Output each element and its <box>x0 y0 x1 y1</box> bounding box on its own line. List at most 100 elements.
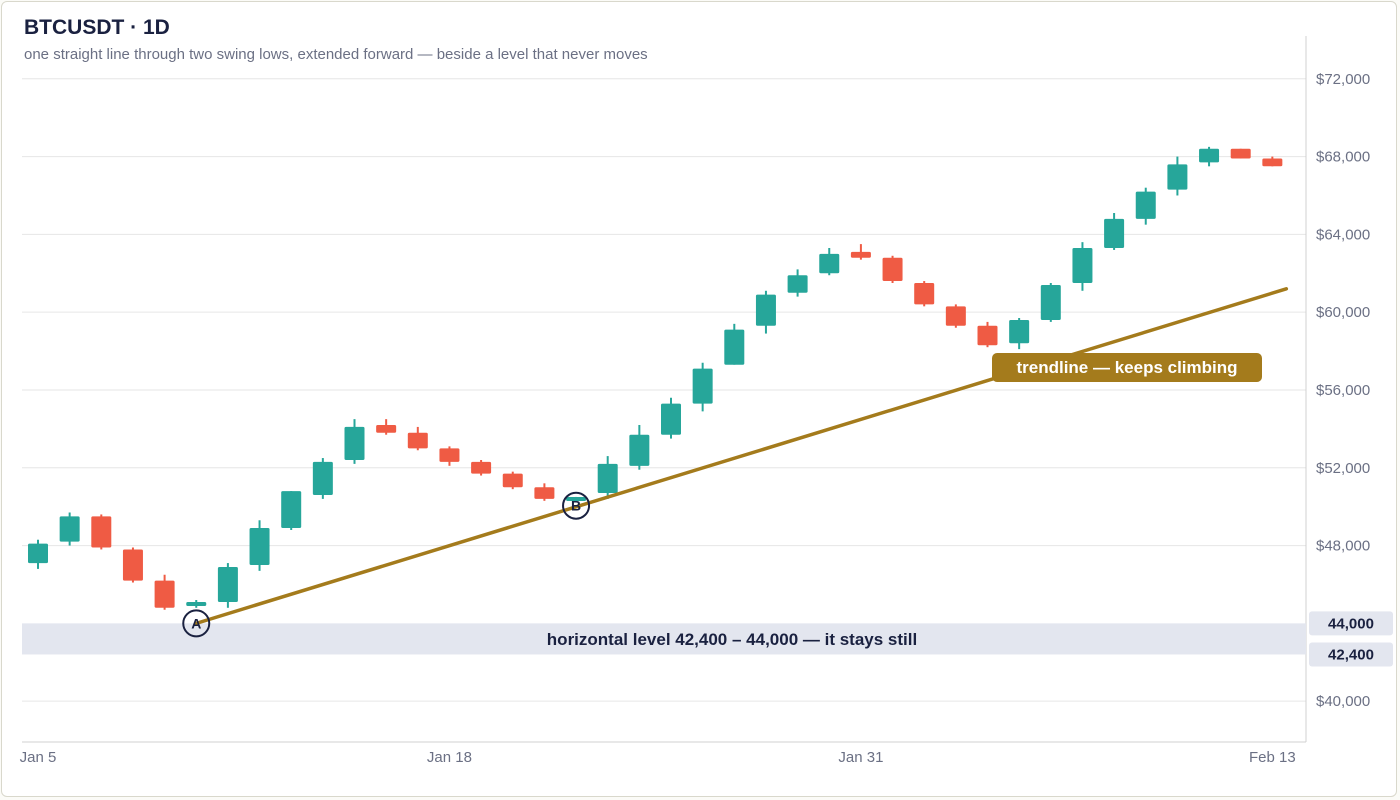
candle-body <box>249 528 270 566</box>
candle-body <box>59 516 80 542</box>
y-tick-label: $48,000 <box>1316 538 1370 555</box>
candle <box>312 458 333 499</box>
x-tick-label: Jan 18 <box>427 749 472 766</box>
y-tick-label: $52,000 <box>1316 460 1370 477</box>
swing-low-marker[interactable] <box>182 609 211 638</box>
candle-body <box>186 601 207 606</box>
candle-body <box>1040 284 1061 320</box>
candle <box>1009 318 1030 350</box>
candle-body <box>471 461 492 474</box>
candle-body <box>882 257 903 282</box>
price-pin <box>1309 642 1393 667</box>
candle <box>28 539 48 569</box>
chart-subtitle: one straight line through two swing lows… <box>24 46 648 63</box>
candle <box>1262 156 1283 167</box>
candle <box>882 255 903 284</box>
candle-body <box>597 463 618 494</box>
candle-body <box>850 251 871 258</box>
candle <box>1072 242 1093 291</box>
y-tick-label: $64,000 <box>1316 226 1370 243</box>
candle <box>471 459 492 476</box>
trendline[interactable] <box>194 287 1289 626</box>
candle <box>186 600 207 608</box>
candle-body <box>376 424 397 433</box>
x-tick-label: Jan 5 <box>20 749 57 766</box>
candle-body <box>312 461 333 495</box>
candle-body <box>217 566 238 602</box>
chart-title: BTCUSDT · 1D <box>24 16 170 39</box>
candle <box>755 290 776 334</box>
candle-body <box>629 434 650 466</box>
horizontal-level-label: horizontal level 42,400 – 44,000 — it st… <box>547 630 917 649</box>
candle-body <box>439 448 460 462</box>
candle-body <box>91 516 112 548</box>
candle-body <box>1104 218 1125 248</box>
candle-body <box>914 283 935 305</box>
candle <box>1040 283 1061 322</box>
candle-body <box>154 580 175 608</box>
price-pin <box>1309 611 1393 636</box>
candle <box>692 362 713 412</box>
trendline-label: trendline — keeps climbing <box>1016 358 1237 377</box>
candle <box>407 426 428 451</box>
candle <box>819 247 840 276</box>
candle-body <box>1262 158 1283 167</box>
candle <box>122 547 143 583</box>
y-tick-label: $60,000 <box>1316 304 1370 321</box>
candle <box>154 574 175 610</box>
candle <box>597 456 618 499</box>
candle-body <box>1230 148 1251 159</box>
candle-body <box>1072 247 1093 284</box>
swing-low-marker-label: B <box>571 498 581 514</box>
price-pin-label: 44,000 <box>1328 615 1374 632</box>
candle <box>945 304 966 328</box>
candle <box>534 483 555 501</box>
candle-body <box>661 403 681 435</box>
horizontal-level-band <box>22 623 1306 655</box>
candle-body <box>724 329 745 365</box>
candle <box>249 520 270 571</box>
candle <box>724 323 745 365</box>
candle <box>91 514 112 550</box>
candle-body <box>502 473 523 488</box>
candle <box>344 419 365 464</box>
candle <box>1135 187 1156 225</box>
candle-body <box>1167 164 1188 190</box>
candle-body <box>122 549 143 581</box>
candle <box>376 419 397 435</box>
candle <box>661 397 681 439</box>
candle <box>502 471 523 490</box>
candle-body <box>945 306 966 326</box>
candle <box>1199 146 1220 167</box>
candle-body <box>407 432 428 449</box>
candle-body <box>755 294 776 326</box>
candle <box>1104 212 1125 250</box>
candle-body <box>534 487 555 499</box>
candle-body <box>281 491 302 529</box>
candle-body <box>1135 191 1156 219</box>
price-pin-label: 42,400 <box>1328 646 1374 663</box>
swing-low-marker-label: A <box>191 615 201 631</box>
candle <box>629 424 650 470</box>
y-tick-label: $68,000 <box>1316 149 1370 166</box>
x-tick-label: Feb 13 <box>1249 749 1296 766</box>
candle <box>439 446 460 466</box>
y-tick-label: $56,000 <box>1316 382 1370 399</box>
swing-low-marker[interactable] <box>562 491 591 520</box>
candle <box>1230 148 1251 159</box>
candle <box>787 269 808 297</box>
candle <box>281 491 302 531</box>
candle <box>566 496 587 501</box>
candle-body <box>344 426 365 460</box>
candle-body <box>1199 148 1220 163</box>
candle <box>977 321 998 348</box>
candle <box>914 281 935 307</box>
candle-body <box>977 325 998 346</box>
candle <box>59 512 80 546</box>
candle <box>217 563 238 608</box>
y-tick-label: $40,000 <box>1316 693 1370 710</box>
trendline-callout <box>992 353 1262 382</box>
candle-body <box>819 253 840 274</box>
candle <box>1167 156 1188 196</box>
